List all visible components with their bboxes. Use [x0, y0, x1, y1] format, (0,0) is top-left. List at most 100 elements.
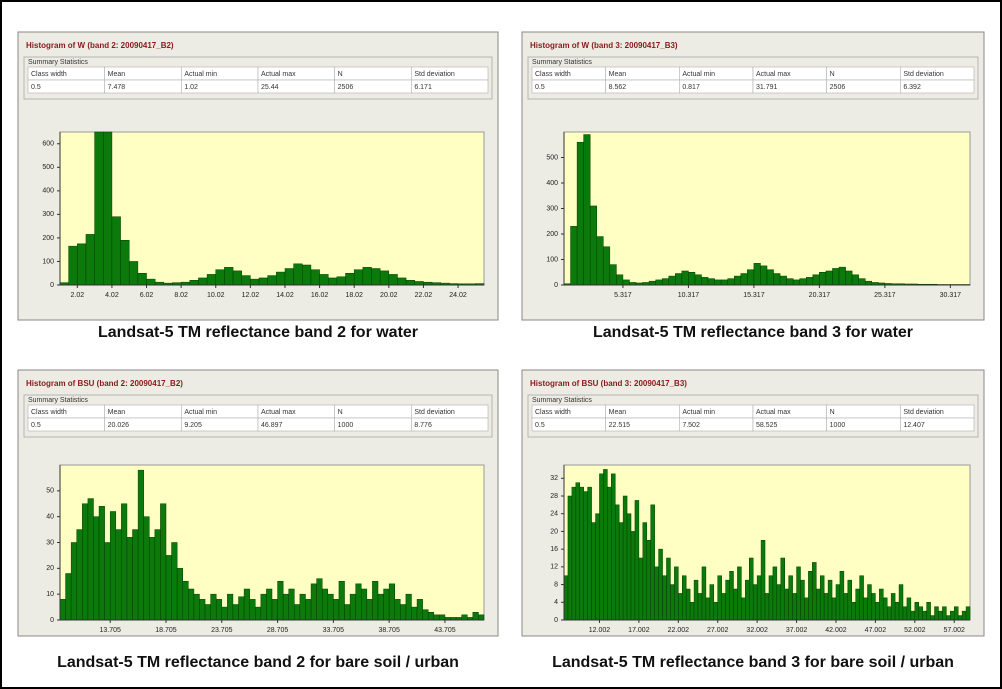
histogram-bar	[204, 604, 211, 621]
x-tick-label: 14.02	[276, 292, 294, 299]
y-tick-label: 12	[550, 564, 558, 571]
caption: Landsat-5 TM reflectance band 2 for bare…	[57, 654, 459, 671]
histogram-bar	[154, 529, 161, 621]
table-value: 0.5	[535, 84, 545, 91]
histogram-bar	[838, 266, 846, 286]
y-tick-label: 300	[546, 205, 558, 212]
y-tick-label: 0	[50, 282, 54, 289]
histogram-bar	[94, 131, 104, 286]
histogram-bar	[709, 584, 715, 621]
histogram-bar	[427, 612, 435, 621]
histogram-bar	[260, 593, 267, 621]
table-value: 7.478	[108, 84, 126, 91]
histogram-bar	[77, 243, 87, 286]
y-tick-label: 100	[42, 258, 54, 265]
histogram-bar	[388, 274, 398, 286]
histogram-bar	[336, 276, 346, 286]
x-tick-label: 10.02	[207, 292, 225, 299]
table-header: Mean	[108, 71, 126, 78]
histogram-bar	[648, 280, 656, 286]
histogram-bar	[682, 575, 687, 621]
histogram-bar	[302, 264, 312, 286]
histogram-bar	[784, 588, 789, 621]
histogram-bar	[835, 584, 841, 621]
histogram-bar	[707, 278, 715, 286]
histogram-bar	[886, 606, 892, 621]
table-value: 2506	[830, 84, 846, 91]
histogram-bar	[589, 205, 597, 286]
x-tick-label: 6.02	[140, 292, 154, 299]
table-value: 1000	[338, 422, 354, 429]
y-tick-label: 20	[46, 565, 54, 572]
y-tick-label: 10	[46, 591, 54, 598]
panel-title: Histogram of BSU (band 3: 20090417_B3)	[530, 379, 687, 388]
histogram-bar	[894, 602, 900, 621]
table-header: Actual max	[756, 409, 791, 416]
histogram-bar	[725, 579, 730, 621]
table-cell	[826, 66, 901, 81]
histogram-bar	[825, 270, 833, 286]
histogram-bar	[879, 588, 884, 621]
histogram-bar	[753, 263, 761, 286]
histogram-bar	[171, 542, 178, 621]
table-header: Class width	[31, 409, 67, 416]
table-cell	[411, 417, 489, 432]
histogram-bar	[215, 269, 225, 286]
table-header: Actual max	[261, 71, 296, 78]
histogram-bar	[82, 503, 89, 621]
histogram-bar	[416, 599, 423, 621]
histogram-bar	[638, 557, 644, 621]
plot-area	[59, 131, 485, 286]
histogram-bar	[321, 588, 329, 621]
histogram-bar	[950, 610, 955, 621]
histogram-bar	[914, 602, 920, 621]
histogram-bar	[258, 277, 268, 286]
histogram-bar	[875, 602, 880, 621]
histogram-bar	[249, 599, 256, 621]
histogram-bar	[68, 245, 78, 286]
x-tick-label: 23.705	[211, 627, 233, 634]
histogram-bar	[812, 562, 817, 621]
table-value: 9.205	[184, 422, 202, 429]
x-tick-label: 22.002	[668, 627, 690, 634]
histogram-bar	[310, 583, 317, 621]
histogram-bar	[199, 599, 206, 621]
histogram-bar	[946, 615, 951, 621]
table-cell	[900, 417, 975, 432]
y-tick-label: 200	[42, 235, 54, 242]
histogram-bar	[361, 588, 368, 621]
histogram-bar	[773, 273, 781, 286]
histogram-bar	[377, 593, 384, 621]
histogram-bar	[614, 504, 620, 621]
histogram-bar	[714, 279, 722, 286]
y-tick-label: 100	[546, 256, 558, 263]
histogram-bar	[371, 268, 381, 286]
histogram-bar	[752, 584, 758, 621]
table-header: Mean	[609, 409, 627, 416]
x-tick-label: 32.002	[746, 627, 768, 634]
histogram-bar	[832, 268, 840, 286]
histogram-bar	[397, 277, 407, 286]
histogram-bar	[922, 610, 927, 621]
histogram-bar	[189, 280, 199, 286]
histogram-bar	[713, 602, 718, 621]
histogram-bar	[642, 522, 648, 621]
histogram-bar	[243, 588, 250, 621]
histogram-bar	[224, 267, 234, 286]
histogram-bar	[626, 513, 632, 621]
histogram-bar	[362, 267, 372, 286]
histogram-bar	[439, 614, 446, 621]
histogram-bar	[221, 606, 228, 621]
table-header: Class width	[31, 71, 67, 78]
y-tick-label: 24	[550, 511, 558, 518]
histogram-bar	[345, 272, 355, 286]
histogram-bar	[227, 593, 234, 621]
histogram-bar	[137, 272, 147, 286]
histogram-bar	[379, 270, 390, 286]
histogram-bar	[400, 604, 407, 621]
histogram-bar	[405, 593, 412, 621]
table-header: Std deviation	[414, 409, 455, 416]
table-value: 20.026	[108, 422, 130, 429]
table-header: Class width	[535, 409, 571, 416]
y-tick-label: 16	[550, 546, 558, 553]
